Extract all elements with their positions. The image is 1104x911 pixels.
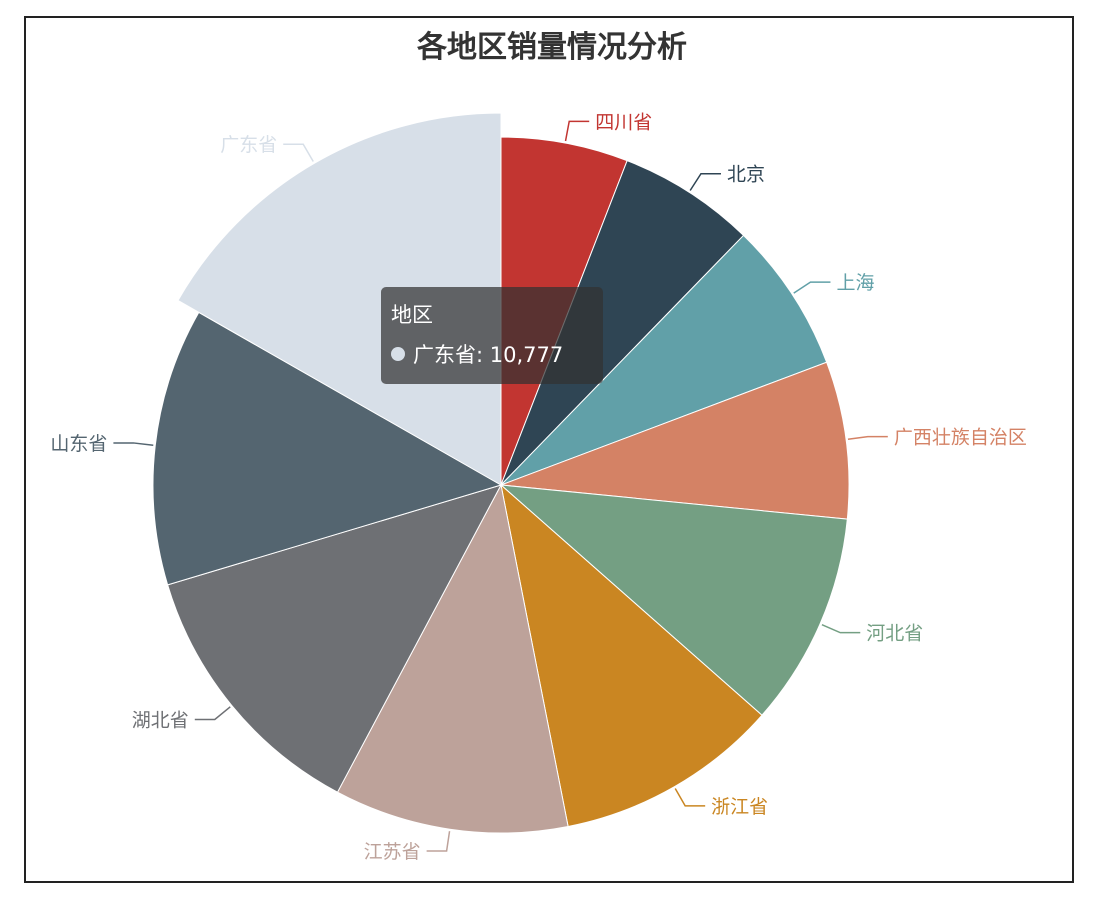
tooltip-title: 地区 [391,303,433,327]
pie-slice[interactable] [499,484,848,716]
slice-label: 浙江省 [711,796,768,818]
slice-label: 山东省 [50,433,107,455]
label-line [793,281,831,294]
pie-slice[interactable] [167,484,503,793]
label-line [689,172,721,191]
pie-slice[interactable] [500,361,850,520]
slice-label: 广东省 [220,134,277,156]
label-line [283,143,314,162]
pie-slice[interactable] [152,311,503,586]
label-line [194,706,231,721]
label-line [564,120,590,142]
pie-slice[interactable] [500,483,763,828]
pie-slice[interactable] [177,112,502,486]
tooltip-row: 广东省: 10,777 [391,339,593,369]
label-line [113,442,154,446]
label-line [426,831,451,852]
tooltip: 地区 广东省: 10,777 [381,287,603,384]
chart-title: 各地区销量情况分析 [417,30,687,65]
slice-label: 上海 [836,272,874,294]
slice-label: 四川省 [595,111,652,133]
label-line [674,788,706,807]
tooltip-marker [391,347,405,361]
slice-label: 广西壮族自治区 [894,427,1027,449]
pie-slice[interactable] [336,483,569,834]
pie-slice[interactable] [500,160,745,486]
label-line [847,435,888,440]
slice-label: 湖北省 [132,709,189,731]
pie-slice[interactable] [500,234,828,486]
slice-label: 河北省 [866,623,923,645]
slice-label: 北京 [727,164,765,186]
slice-label: 江苏省 [364,841,421,863]
label-line [821,623,861,634]
tooltip-text: 广东省: 10,777 [413,343,564,367]
